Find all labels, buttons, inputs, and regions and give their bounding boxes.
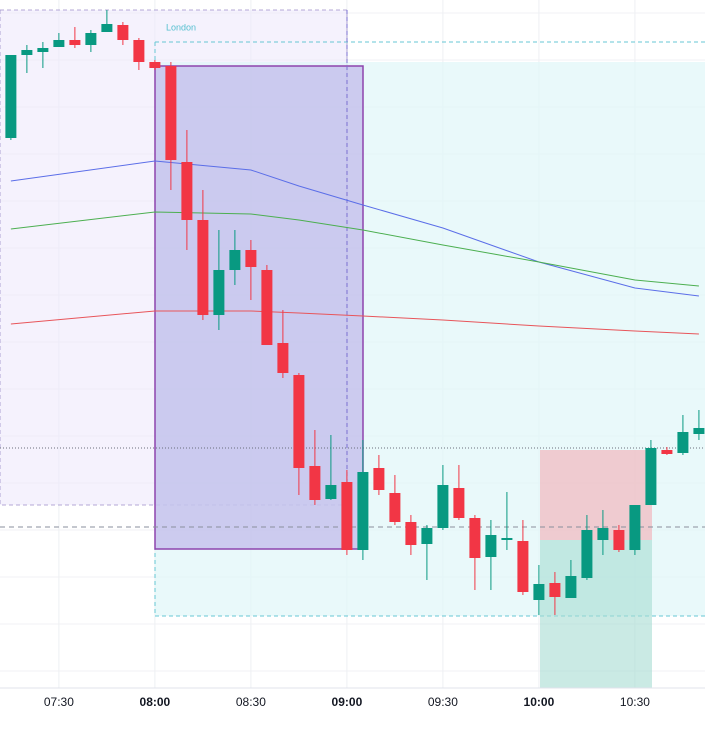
- candle-body: [613, 530, 625, 550]
- candle-body: [5, 55, 17, 138]
- x-tick-label: 08:30: [236, 695, 266, 709]
- candle-body: [389, 493, 401, 522]
- candle-body: [597, 528, 609, 540]
- moving-average: [10, 310, 699, 335]
- candle-body: [245, 250, 257, 267]
- candle-body: [309, 466, 321, 500]
- x-tick-label: 08:00: [140, 695, 171, 709]
- candle-body: [133, 40, 145, 62]
- candle-body: [533, 584, 545, 600]
- candle-body: [469, 518, 481, 558]
- candle-body: [117, 25, 129, 40]
- candle-body: [165, 66, 177, 160]
- candle-body: [677, 432, 689, 453]
- candle-body: [549, 583, 561, 597]
- x-tick-label: 07:30: [44, 695, 74, 709]
- candle-body: [69, 40, 81, 45]
- candle-body: [661, 450, 673, 454]
- candle-body: [85, 33, 97, 45]
- candle-body: [341, 482, 353, 550]
- candle-body: [37, 48, 49, 52]
- candle-body: [693, 428, 705, 434]
- candle-body: [645, 448, 657, 505]
- candle-body: [149, 62, 161, 68]
- candle-body: [261, 270, 273, 345]
- candle-body: [21, 50, 33, 55]
- candle-body: [485, 535, 497, 557]
- highlight-box: [154, 65, 364, 550]
- candle-body: [325, 485, 337, 499]
- x-tick-label: 10:30: [620, 695, 650, 709]
- candle-body: [453, 488, 465, 518]
- candle-body: [229, 250, 241, 270]
- candle-body: [101, 24, 113, 32]
- candle-body: [53, 40, 65, 47]
- candle-body: [277, 343, 289, 373]
- candle-body: [437, 485, 449, 528]
- candle-body: [293, 375, 305, 468]
- candle-body: [373, 468, 385, 490]
- candle-body: [421, 528, 433, 544]
- candle-body: [357, 472, 369, 550]
- target-zone: [540, 540, 652, 688]
- candle-body: [213, 270, 225, 315]
- x-tick-label: 09:30: [428, 695, 458, 709]
- plot: [5, 10, 705, 615]
- candle-body: [629, 505, 641, 550]
- session-label: London: [166, 22, 196, 32]
- candle-body: [581, 530, 593, 578]
- candle-body: [181, 162, 193, 220]
- candle-body: [501, 538, 513, 540]
- x-axis-labels: 07:30 08:00 08:30 09:00 09:30 10:00 10:30: [44, 695, 650, 709]
- candle-body: [517, 541, 529, 592]
- x-tick-label: 10:00: [524, 695, 555, 709]
- candle-body: [197, 220, 209, 315]
- candle-body: [405, 522, 417, 545]
- candle-body: [565, 576, 577, 598]
- x-tick-label: 09:00: [332, 695, 363, 709]
